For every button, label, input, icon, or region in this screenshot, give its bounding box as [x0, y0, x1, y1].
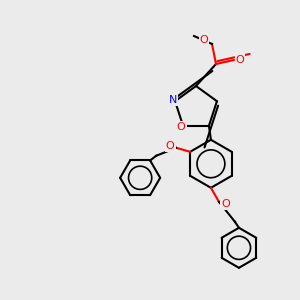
Text: O: O: [177, 122, 185, 132]
Text: N: N: [169, 95, 177, 105]
Text: O: O: [200, 35, 208, 45]
Text: O: O: [236, 55, 244, 65]
Text: O: O: [222, 199, 230, 209]
Text: O: O: [166, 141, 175, 151]
